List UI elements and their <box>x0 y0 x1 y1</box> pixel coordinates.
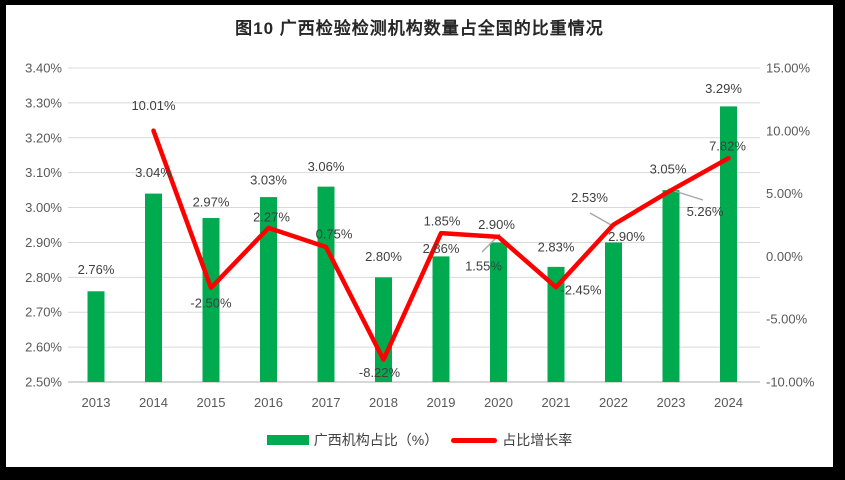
line-data-label: 10.01% <box>131 98 176 113</box>
line-data-label: 0.75% <box>316 226 353 241</box>
legend-line-label: 占比增长率 <box>502 432 573 448</box>
bar-2021 <box>547 266 565 382</box>
x-axis-label: 2015 <box>197 395 226 410</box>
bar-data-label: 3.05% <box>650 162 687 177</box>
line-data-label: 2.53% <box>571 190 608 205</box>
bar-2019 <box>432 256 450 382</box>
line-data-label: 7.82% <box>709 139 746 154</box>
bar-data-label: 3.03% <box>250 173 287 188</box>
bar-data-label: 2.80% <box>365 249 402 264</box>
left-axis-tick: 2.80% <box>25 270 62 285</box>
left-axis-tick: 2.70% <box>25 305 62 320</box>
left-axis-tick: 2.90% <box>25 235 62 250</box>
x-axis-label: 2019 <box>427 395 456 410</box>
line-data-label: 1.85% <box>424 214 461 229</box>
x-axis-label: 2022 <box>599 395 628 410</box>
legend-item-line-series: 占比增长率 <box>451 430 572 450</box>
chart-legend: 广西机构占比（%） 占比增长率 <box>6 429 833 451</box>
line-data-label: 1.55% <box>465 258 502 273</box>
bar-data-label: 2.83% <box>538 239 575 254</box>
right-axis-tick: -5.00% <box>766 312 808 327</box>
bar-2013 <box>87 291 105 382</box>
line-data-label: -8.22% <box>359 365 401 380</box>
x-axis-label: 2023 <box>657 395 686 410</box>
x-axis-label: 2020 <box>484 395 513 410</box>
right-axis-tick: 0.00% <box>766 249 803 264</box>
right-axis-tick: 5.00% <box>766 186 803 201</box>
x-axis-label: 2017 <box>312 395 341 410</box>
legend-bar-swatch-icon <box>266 435 309 445</box>
bar-2024 <box>720 106 737 382</box>
right-axis-tick: 15.00% <box>766 61 811 76</box>
x-axis-label: 2013 <box>82 395 111 410</box>
bar-2022 <box>605 242 622 382</box>
bar-2014 <box>145 193 162 382</box>
bar-2023 <box>662 190 680 382</box>
bar-data-label: 2.86% <box>423 241 460 256</box>
chart-canvas: 图10 广西检验检测机构数量占全国的比重情况 3.40% 3.30% 3.20% 3.… <box>6 5 833 467</box>
label-leader-line <box>589 212 614 227</box>
line-data-label: 5.26% <box>687 204 724 219</box>
right-axis-tick: 10.00% <box>766 123 811 138</box>
line-data-label: -2.50% <box>190 295 232 310</box>
x-axis-label: 2016 <box>254 395 283 410</box>
bar-data-label: 2.97% <box>193 195 230 210</box>
chart-plot-area: 3.40% 3.30% 3.20% 3.10% 3.00% 2.90% 2.80% 2.70%… <box>25 61 815 411</box>
left-axis-tick: 2.60% <box>25 340 62 355</box>
x-axis-label: 2021 <box>542 395 571 410</box>
left-axis-tick: 2.50% <box>25 375 62 390</box>
line-data-label: -2.45% <box>560 283 602 298</box>
bar-data-label: 2.90% <box>608 229 645 244</box>
x-axis-label: 2018 <box>369 395 398 410</box>
bar-2017 <box>317 186 335 382</box>
bar-2016 <box>260 197 277 382</box>
x-axis-label: 2014 <box>139 395 168 410</box>
legend-line-swatch-icon <box>451 437 498 443</box>
legend-bar-label: 广西机构占比（%） <box>313 432 439 448</box>
left-axis-tick: 3.30% <box>25 95 62 110</box>
bar-data-label: 3.04% <box>135 165 172 180</box>
right-axis-tick: -10.00% <box>766 375 815 390</box>
growth-rate-line <box>151 128 731 362</box>
x-axis-label: 2024 <box>714 395 743 410</box>
left-axis-tick: 3.00% <box>25 200 62 215</box>
chart-title: 图10 广西检验检测机构数量占全国的比重情况 <box>235 19 604 38</box>
bar-data-label: 3.29% <box>705 81 742 96</box>
left-axis-tick: 3.10% <box>25 165 62 180</box>
left-axis-tick: 3.40% <box>25 61 62 76</box>
left-axis-tick: 3.20% <box>25 130 62 145</box>
legend-item-bar-series: 广西机构占比（%） <box>266 430 439 450</box>
bar-2020 <box>490 242 507 382</box>
bar-data-label: 2.76% <box>78 262 115 277</box>
bar-data-label: 3.06% <box>308 159 345 174</box>
line-data-label: 2.27% <box>253 209 290 224</box>
bar-2015 <box>202 218 220 382</box>
bar-data-label: 2.90% <box>478 217 515 232</box>
